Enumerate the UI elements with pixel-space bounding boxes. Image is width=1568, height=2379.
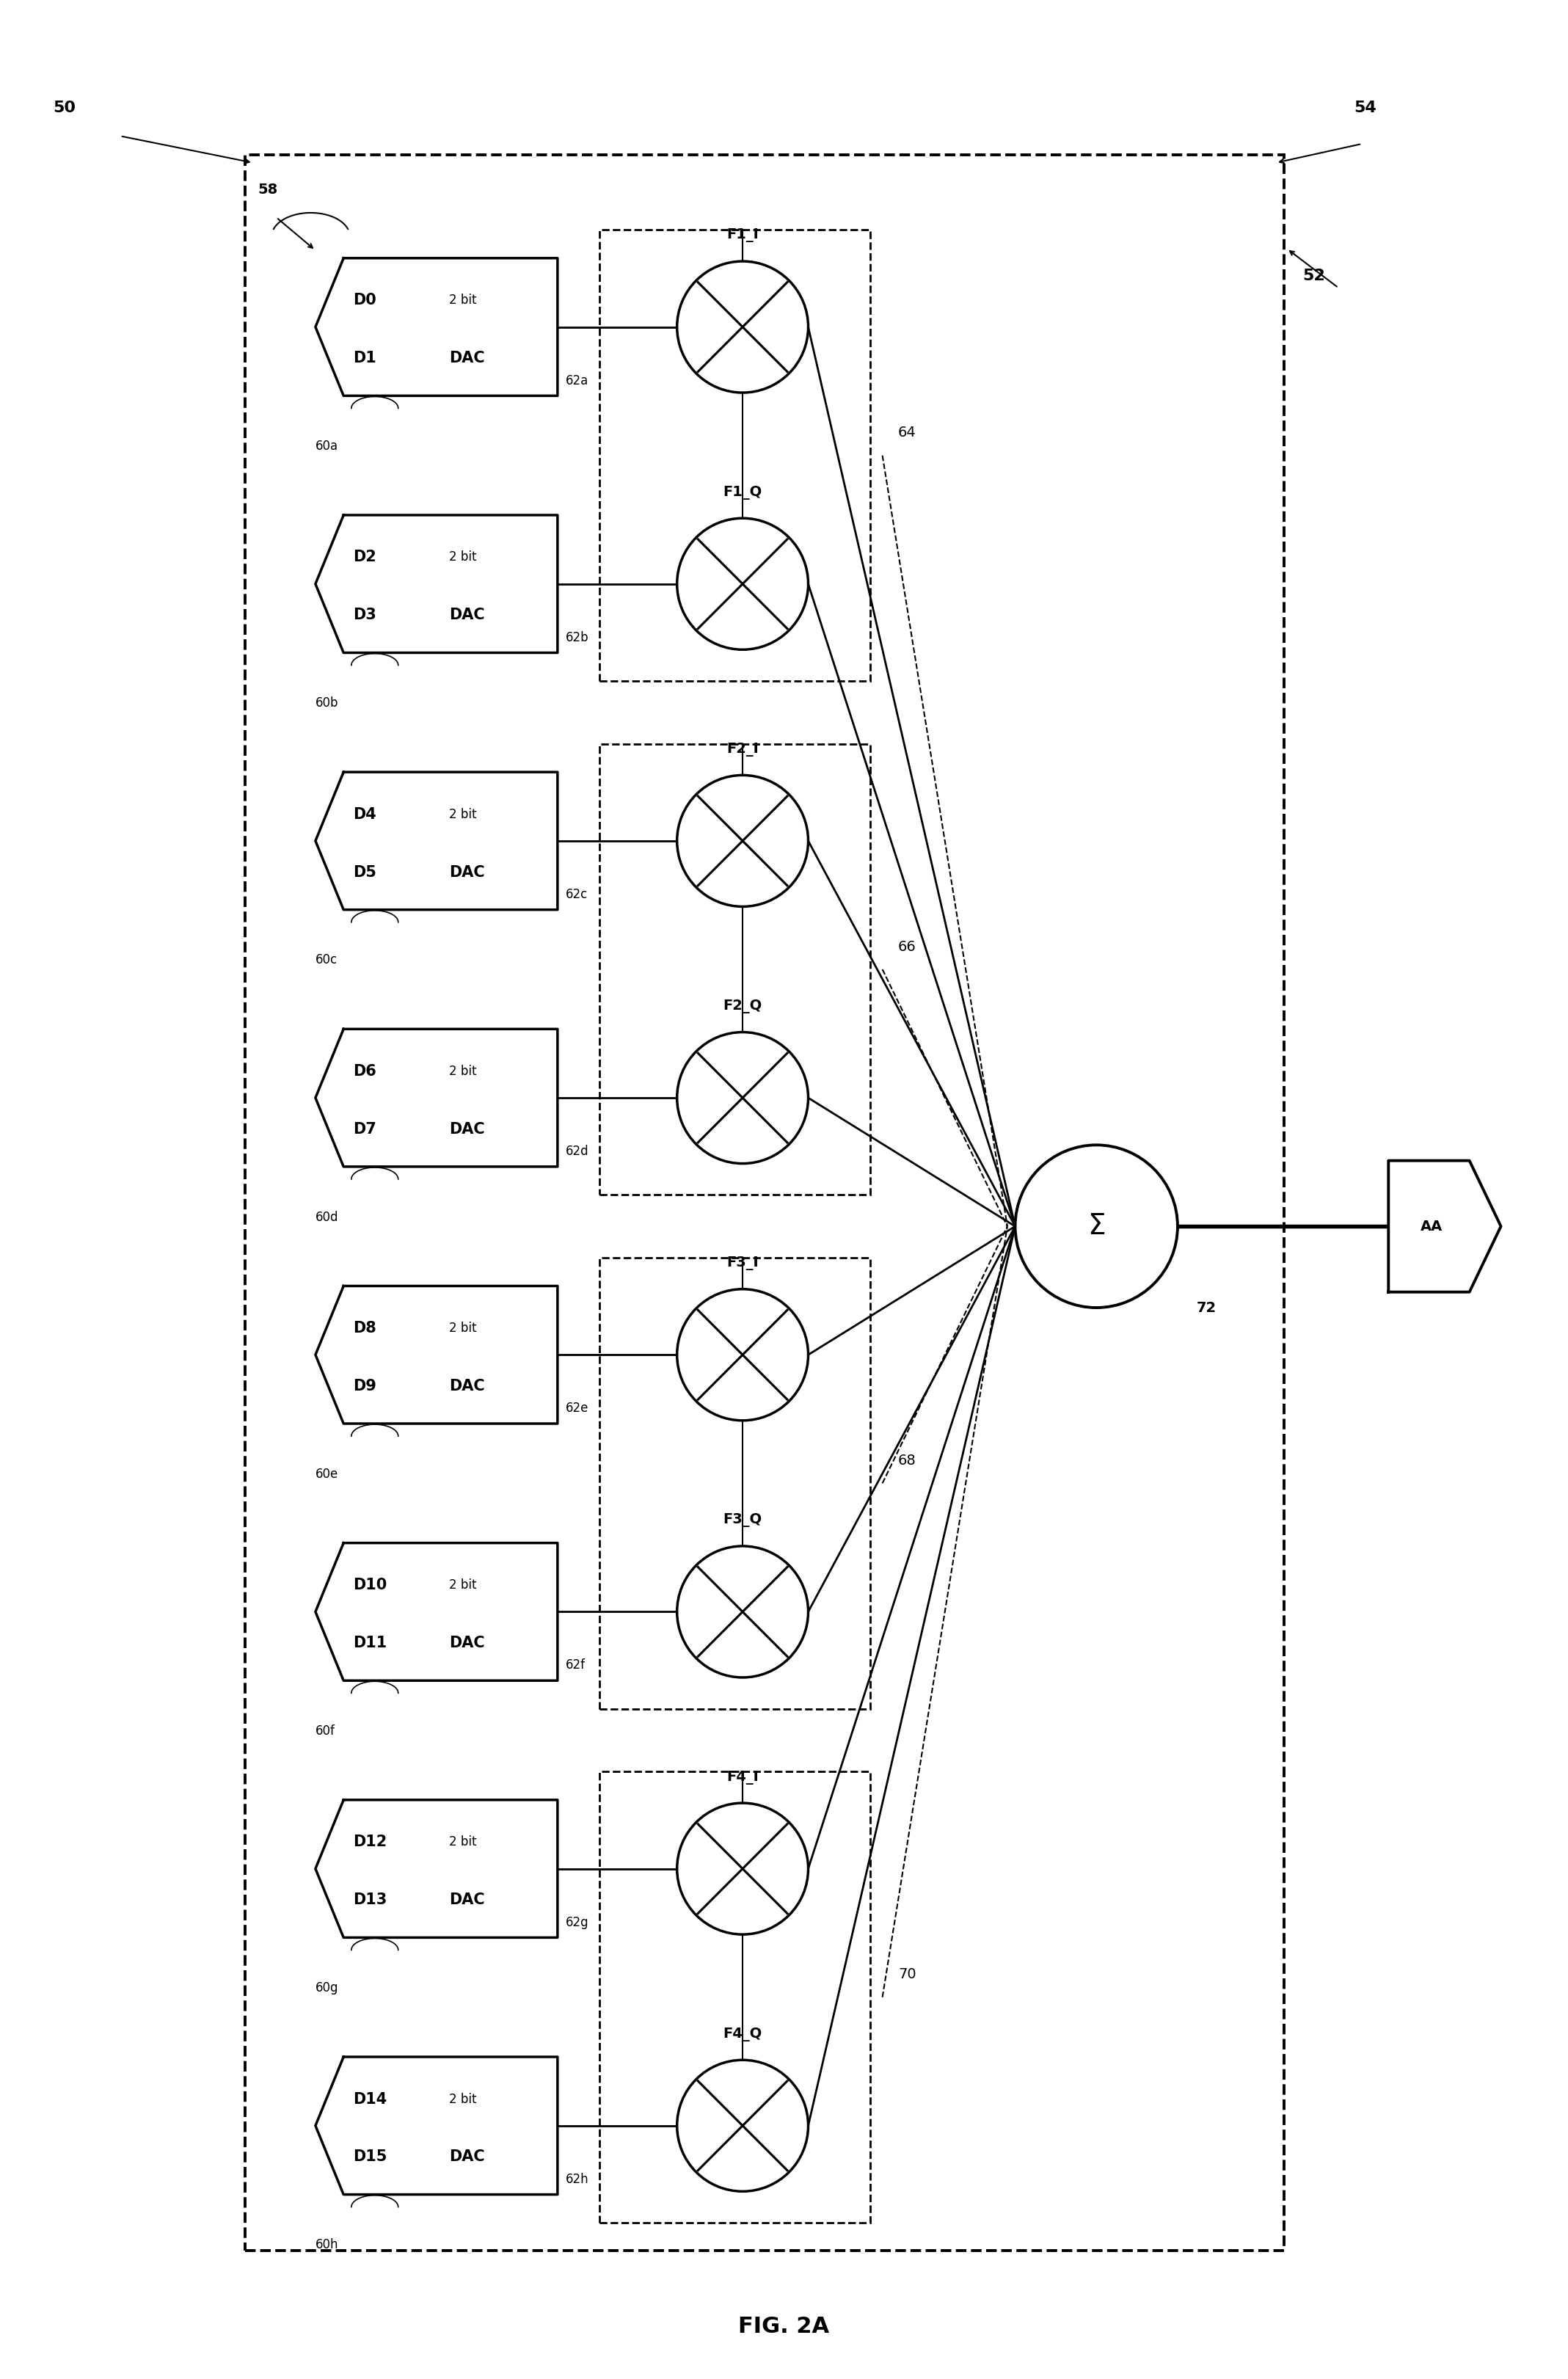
Circle shape	[1014, 1144, 1178, 1308]
Polygon shape	[315, 773, 558, 909]
Bar	[599, 1772, 870, 2222]
Text: D7: D7	[353, 1123, 376, 1137]
Text: 70: 70	[898, 1967, 916, 1982]
Text: 52: 52	[1303, 269, 1325, 283]
Text: D12: D12	[353, 1834, 387, 1848]
Text: DAC: DAC	[448, 1380, 485, 1394]
Circle shape	[677, 519, 808, 649]
Polygon shape	[315, 1287, 558, 1423]
Circle shape	[677, 1803, 808, 1934]
Text: 72: 72	[1196, 1301, 1217, 1316]
Bar	[245, 155, 1284, 2251]
Text: D3: D3	[353, 609, 376, 623]
Text: FIG. 2A: FIG. 2A	[739, 2315, 829, 2336]
Text: 62a: 62a	[566, 374, 588, 388]
Bar	[599, 231, 870, 680]
Text: F1_Q: F1_Q	[723, 485, 762, 500]
Text: 2 bit: 2 bit	[448, 1837, 477, 1848]
Text: 2 bit: 2 bit	[448, 1323, 477, 1335]
Text: 60b: 60b	[315, 697, 339, 709]
Circle shape	[677, 1032, 808, 1163]
Text: F4_Q: F4_Q	[723, 2027, 762, 2041]
Text: D13: D13	[353, 1894, 387, 1908]
Text: 2 bit: 2 bit	[448, 550, 477, 564]
Polygon shape	[315, 259, 558, 395]
Text: 60h: 60h	[315, 2239, 339, 2251]
Text: 2 bit: 2 bit	[448, 293, 477, 307]
Text: 60d: 60d	[315, 1211, 339, 1223]
Text: 58: 58	[257, 183, 278, 197]
Text: D1: D1	[353, 350, 376, 366]
Text: D10: D10	[353, 1577, 387, 1592]
Text: D8: D8	[353, 1320, 376, 1335]
Text: 2 bit: 2 bit	[448, 809, 477, 821]
Text: 54: 54	[1355, 100, 1377, 117]
Bar	[599, 1258, 870, 1708]
Polygon shape	[315, 516, 558, 652]
Text: D0: D0	[353, 293, 376, 307]
Text: DAC: DAC	[448, 1894, 485, 1908]
Text: D2: D2	[353, 550, 376, 564]
Text: 66: 66	[898, 940, 916, 954]
Text: D14: D14	[353, 2091, 387, 2105]
Text: 64: 64	[898, 426, 916, 440]
Text: F4_I: F4_I	[726, 1770, 759, 1784]
Text: 2 bit: 2 bit	[448, 1066, 477, 1078]
Text: AA: AA	[1421, 1220, 1443, 1232]
Text: DAC: DAC	[448, 2151, 485, 2165]
Polygon shape	[315, 1544, 558, 1680]
Text: 62h: 62h	[566, 2172, 588, 2186]
Text: 62d: 62d	[566, 1144, 588, 1159]
Text: D9: D9	[353, 1380, 376, 1394]
Text: D5: D5	[353, 866, 376, 880]
Text: 68: 68	[898, 1454, 916, 1468]
Polygon shape	[315, 1030, 558, 1166]
Circle shape	[677, 1546, 808, 1677]
Polygon shape	[1388, 1161, 1501, 1292]
Text: DAC: DAC	[448, 1637, 485, 1651]
Text: F2_I: F2_I	[726, 742, 759, 757]
Text: 60e: 60e	[315, 1468, 339, 1480]
Text: 62f: 62f	[566, 1658, 585, 1672]
Text: F2_Q: F2_Q	[723, 999, 762, 1013]
Text: 62g: 62g	[566, 1915, 588, 1929]
Text: 62e: 62e	[566, 1401, 588, 1416]
Text: 2 bit: 2 bit	[448, 2094, 477, 2105]
Text: 60c: 60c	[315, 954, 337, 966]
Text: $\Sigma$: $\Sigma$	[1088, 1213, 1105, 1239]
Polygon shape	[315, 1801, 558, 1937]
Text: F1_I: F1_I	[726, 228, 759, 243]
Text: F3_Q: F3_Q	[723, 1513, 762, 1527]
Text: D11: D11	[353, 1637, 387, 1651]
Text: 60a: 60a	[315, 440, 339, 452]
Text: 60f: 60f	[315, 1725, 336, 1737]
Text: F3_I: F3_I	[726, 1256, 759, 1270]
Text: 60g: 60g	[315, 1982, 339, 1994]
Text: DAC: DAC	[448, 1123, 485, 1137]
Text: D4: D4	[353, 806, 376, 821]
Text: DAC: DAC	[448, 350, 485, 366]
Text: DAC: DAC	[448, 609, 485, 623]
Text: 50: 50	[53, 100, 75, 117]
Polygon shape	[315, 2058, 558, 2193]
Text: 2 bit: 2 bit	[448, 1580, 477, 1592]
Text: D15: D15	[353, 2151, 387, 2165]
Circle shape	[677, 2060, 808, 2191]
Text: 62b: 62b	[566, 630, 588, 645]
Text: DAC: DAC	[448, 866, 485, 880]
Text: D6: D6	[353, 1063, 376, 1078]
Circle shape	[677, 1289, 808, 1420]
Circle shape	[677, 776, 808, 906]
Text: 62c: 62c	[566, 887, 588, 902]
Circle shape	[677, 262, 808, 393]
Bar	[599, 745, 870, 1194]
